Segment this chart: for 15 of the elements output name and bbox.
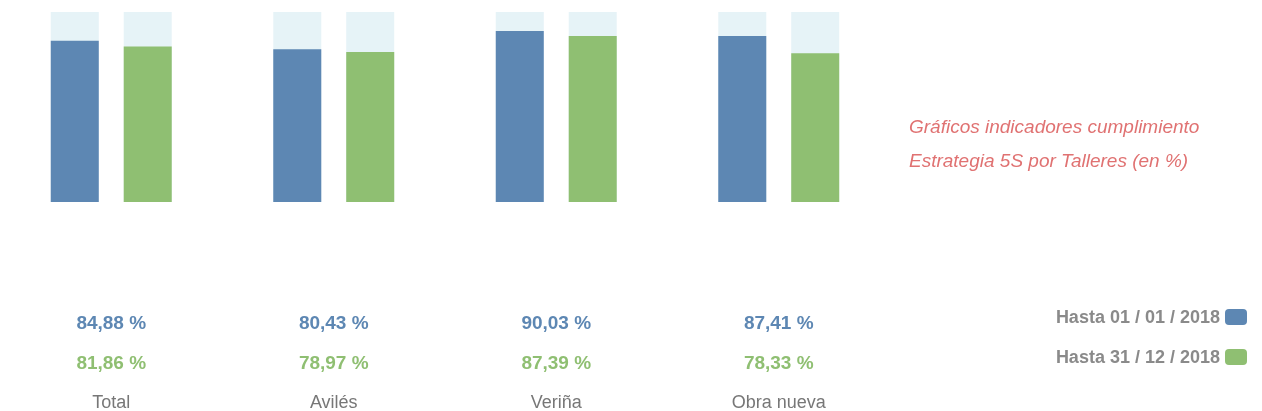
x-tick-label: Avilés	[309, 392, 358, 411]
x-tick-label: Veriña	[530, 392, 583, 411]
legend-label: Hasta 31 / 12 / 2018	[1055, 347, 1220, 367]
data-label: 84,88 %	[76, 311, 147, 333]
x-tick-label: Obra nueva	[731, 392, 827, 411]
x-tick-label: Total	[92, 392, 131, 411]
data-label: 87,41 %	[743, 311, 814, 333]
legend-label: Hasta 01 / 01 / 2018	[1055, 307, 1220, 327]
data-label: 80,43 %	[298, 311, 369, 333]
data-label: 90,03 %	[521, 311, 592, 333]
data-label: 78,97 %	[298, 351, 369, 373]
data-label: 78,33 %	[743, 351, 814, 373]
data-label: 87,39 %	[521, 351, 592, 373]
text: Gráficos indicadores cumplimiento Estrategia 5S por Talleres (en %)	[909, 115, 1205, 171]
data-label: 81,86 %	[76, 351, 147, 373]
